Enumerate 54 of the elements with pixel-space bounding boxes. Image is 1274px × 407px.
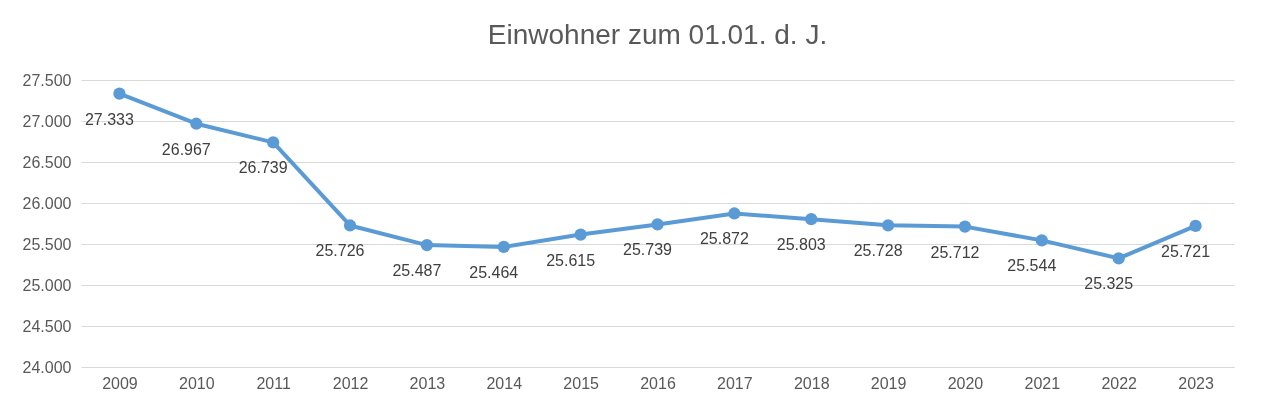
point	[190, 117, 203, 130]
point	[343, 219, 357, 232]
point	[1035, 234, 1048, 247]
x-tick-label: 2012	[332, 374, 369, 392]
point	[497, 240, 510, 254]
x-tick-label: 2014	[486, 374, 523, 392]
point	[113, 87, 126, 100]
data-label: 27.333	[84, 110, 134, 128]
point	[728, 207, 741, 220]
y-tick-label: 27.000	[22, 112, 72, 130]
point	[651, 218, 664, 231]
y-tick-label: 25.000	[22, 276, 72, 294]
y-tick-label: 24.000	[22, 358, 72, 376]
point	[958, 220, 972, 233]
x-tick-label: 2023	[1178, 374, 1214, 392]
x-tick-label: 2017	[717, 374, 753, 392]
x-tick-label: 2013	[409, 374, 446, 392]
x-tick-label: 2018	[793, 374, 830, 392]
chart-title: Einwohner zum 01.01. d. J.	[487, 19, 828, 50]
data-label: 25.325	[1084, 275, 1134, 293]
y-tick-label: 26.000	[22, 194, 72, 212]
point	[420, 238, 434, 252]
x-tick-label: 2009	[102, 374, 138, 392]
point	[1189, 219, 1202, 232]
data-label: 25.712	[930, 243, 980, 261]
x-tick-label: 2015	[563, 374, 600, 392]
data-label: 25.726	[315, 242, 365, 260]
x-tick-label: 2019	[870, 374, 907, 392]
data-label: 25.487	[392, 262, 442, 280]
x-tick-label: 2010	[179, 374, 215, 392]
y-tick-label: 27.500	[22, 71, 72, 89]
data-label: 25.803	[776, 236, 826, 254]
y-tick-label: 25.500	[22, 235, 72, 253]
data-label: 25.728	[853, 242, 903, 260]
data-label: 25.872	[699, 230, 749, 248]
point	[805, 213, 818, 226]
point	[881, 219, 895, 232]
x-tick-label: 2016	[640, 374, 676, 392]
data-label: 25.464	[469, 263, 519, 281]
data-label: 25.739	[623, 241, 673, 259]
data-label: 26.967	[161, 140, 211, 158]
data-label: 25.615	[546, 251, 596, 269]
data-label: 25.721	[1161, 242, 1211, 260]
data-label: 25.544	[1007, 257, 1057, 275]
y-tick-label: 26.500	[22, 153, 72, 171]
y-tick-label: 24.500	[22, 317, 72, 335]
point	[267, 136, 280, 149]
point	[1112, 252, 1125, 265]
data-label: 26.739	[238, 159, 288, 177]
x-tick-label: 2022	[1101, 374, 1138, 392]
x-tick-label: 2021	[1024, 374, 1061, 392]
x-tick-label: 2020	[947, 374, 984, 392]
point	[574, 228, 587, 241]
x-tick-label: 2011	[256, 374, 291, 392]
